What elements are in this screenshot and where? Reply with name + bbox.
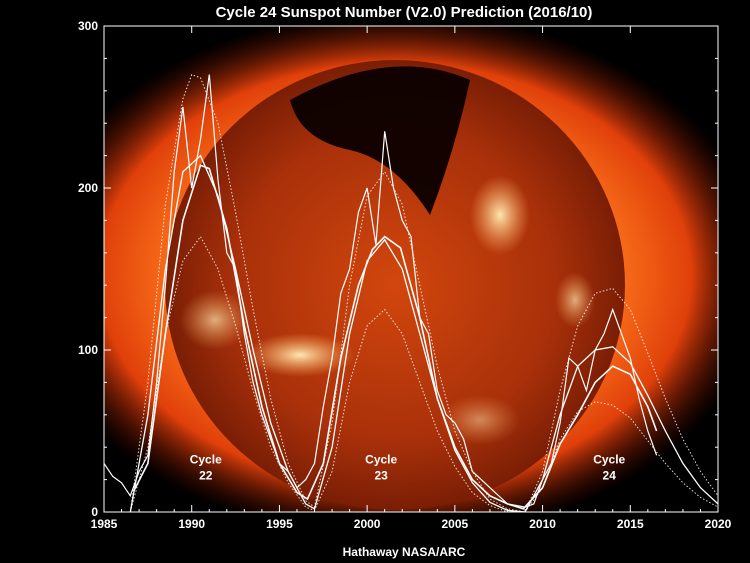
cycle-label-name: Cycle [365,453,397,467]
cycle-label-number: 23 [374,469,388,483]
cycle-label-name: Cycle [190,453,222,467]
y-tick-label: 100 [78,343,98,357]
chart-title: Cycle 24 Sunspot Number (V2.0) Predictio… [216,4,593,21]
cycle-label-number: 24 [603,469,617,483]
y-tick-label: 0 [91,505,98,519]
plot-frame [103,25,719,513]
data-layer [104,73,718,512]
axis-layer: 1985 1990 1995 2000 2005 2010 2015 2020 0 100 200 3… [78,19,732,531]
x-tick-label: 2000 [354,517,381,531]
series-monthly-observed [104,74,658,508]
x-tick-label: 1995 [266,517,293,531]
series-prediction [129,154,718,512]
cycle-label-name: Cycle [593,453,625,467]
y-tick-label: 200 [78,181,98,195]
x-tick-label: 2010 [529,517,556,531]
cycle-label-layer: Cycle 22 Cycle 23 Cycle 24 [190,453,626,483]
credit-label: Hathaway NASA/ARC [343,545,466,559]
series-prediction-upper [129,73,718,512]
cycle-label-number: 22 [199,469,213,483]
series-prediction-lower [129,235,718,512]
y-tick-label: 300 [78,19,98,33]
x-tick-label: 2020 [705,517,732,531]
x-tick-label: 1985 [91,517,118,531]
x-tick-label: 2005 [442,517,469,531]
x-tick-label: 2015 [617,517,644,531]
x-tick-label: 1990 [178,517,205,531]
